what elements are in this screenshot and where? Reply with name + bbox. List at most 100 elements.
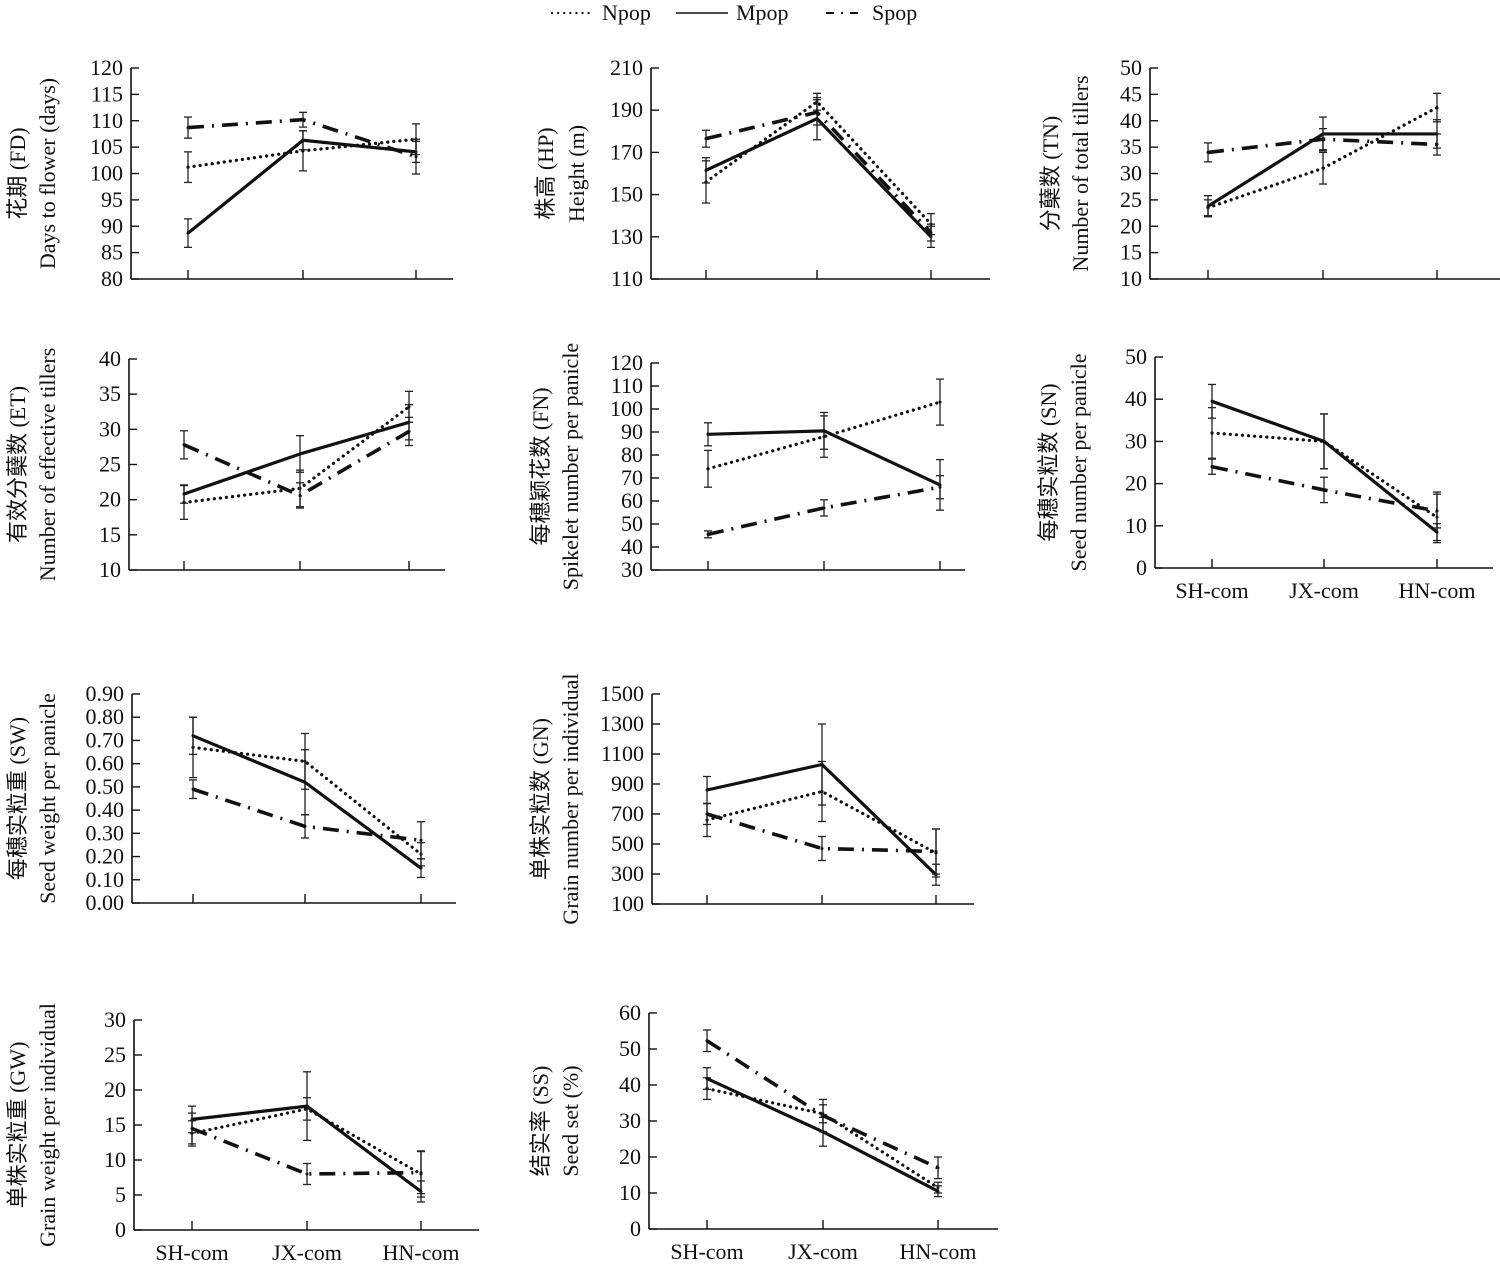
series-spop (704, 475, 944, 539)
data-point (186, 126, 190, 130)
y-tick-label: 210 (610, 55, 643, 80)
panel-gw: 0 5 10 15 20 25 30 SH-com JX-com HN-com 单株实粒重 (GW)… (5, 1003, 479, 1265)
y-tick-label: 95 (101, 187, 123, 212)
y-tick-label: 0.90 (86, 681, 125, 706)
y-tick-label: 30 (1120, 161, 1142, 186)
y-axis-title-en: Height (m) (564, 125, 589, 222)
y-tick-label: 300 (611, 861, 644, 886)
y-axis-title-cn: 株高 (HP) (533, 127, 558, 219)
y-tick-label: 35 (99, 381, 121, 406)
y-axis-title-cn: 花期 (FD) (5, 127, 30, 219)
y-tick-label: 20 (619, 1144, 641, 1169)
series-line (186, 138, 417, 235)
y-tick-label: 0.60 (86, 751, 125, 776)
series-line (707, 485, 941, 537)
y-tick-label: 0 (630, 1216, 641, 1241)
data-point (705, 1039, 709, 1043)
data-point (182, 492, 186, 496)
y-tick-label: 0.80 (86, 704, 125, 729)
legend-label: Mpop (736, 0, 789, 25)
data-point (301, 118, 305, 122)
y-tick-label: 70 (621, 465, 643, 490)
y-tick-label: 40 (1125, 386, 1147, 411)
y-tick-label: 10 (619, 1180, 641, 1205)
y-tick-label: 900 (611, 771, 644, 796)
legend-item-spop: Spop (826, 0, 917, 25)
y-tick-label: 1300 (600, 711, 644, 736)
y-tick-label: 115 (91, 81, 123, 106)
y-tick-label: 40 (1120, 108, 1142, 133)
series-line (706, 812, 937, 854)
y-tick-label: 120 (90, 55, 123, 80)
data-point (704, 137, 708, 141)
series-mpop (702, 96, 935, 249)
y-tick-label: 25 (104, 1042, 126, 1067)
y-tick-label: 20 (1120, 213, 1142, 238)
y-axis-title-en: Number of effective tillers (35, 348, 60, 582)
data-point (186, 231, 190, 235)
data-point (419, 1171, 423, 1175)
panel-ss: 0 10 20 30 40 50 60 SH-com JX-com HN-com 结实率 (SS) S… (528, 1000, 998, 1264)
series-mpop (703, 723, 940, 886)
y-tick-label: 20 (99, 487, 121, 512)
panel-sn: 0 10 20 30 40 50 SH-com JX-com HN-com 每穗实粒数 (SN) S… (1036, 344, 1493, 603)
series-line (183, 429, 410, 498)
y-tick-label: 40 (99, 346, 121, 371)
x-tick-label: SH-com (1175, 578, 1248, 603)
y-tick-label: 700 (611, 801, 644, 826)
x-tick-label: JX-com (272, 1240, 342, 1265)
y-axis-title-en: Days to flower (days) (35, 78, 60, 269)
y-axis-title-cn: 每穗颖花数 (FN) (528, 387, 553, 545)
y-tick-label: 0.50 (86, 774, 125, 799)
legend-item-mpop: Mpop (676, 0, 789, 25)
y-tick-label: 10 (1120, 266, 1142, 291)
data-point (303, 780, 307, 784)
y-tick-label: 40 (621, 534, 643, 559)
y-tick-label: 0 (1136, 555, 1147, 580)
data-point (305, 1172, 309, 1176)
data-point (821, 1114, 825, 1118)
data-point (822, 429, 826, 433)
y-tick-label: 80 (101, 266, 123, 291)
data-point (305, 1104, 309, 1108)
series-line (191, 1126, 422, 1176)
data-point (706, 467, 710, 471)
y-tick-label: 20 (104, 1077, 126, 1102)
y-tick-label: 15 (99, 522, 121, 547)
series-mpop (704, 411, 944, 511)
data-point (1435, 509, 1439, 513)
series-spop (1204, 128, 1441, 163)
y-tick-label: 110 (91, 108, 123, 133)
y-tick-label: 25 (99, 452, 121, 477)
data-point (706, 432, 710, 436)
y-tick-label: 50 (1125, 344, 1147, 369)
y-tick-label: 90 (621, 419, 643, 444)
y-tick-label: 150 (610, 182, 643, 207)
x-tick-label: SH-com (670, 1239, 743, 1264)
data-point (1435, 106, 1439, 110)
data-point (1435, 530, 1439, 534)
data-point (186, 165, 190, 169)
series-line (705, 117, 933, 238)
data-point (419, 866, 423, 870)
y-axis-title-en: Number of total tillers (1068, 75, 1093, 271)
data-point (929, 231, 933, 235)
series-line (706, 400, 942, 471)
legend: Npop Mpop Spop (550, 0, 917, 25)
data-point (407, 429, 411, 433)
y-tick-label: 5 (115, 1182, 126, 1207)
y-tick-label: 50 (1120, 55, 1142, 80)
data-point (938, 400, 942, 404)
x-tick-label: JX-com (1289, 578, 1359, 603)
data-point (1322, 439, 1326, 443)
data-point (820, 847, 824, 850)
y-tick-label: 25 (1120, 187, 1142, 212)
y-tick-label: 0 (115, 1217, 126, 1242)
data-point (1435, 142, 1439, 146)
series-mpop (184, 130, 420, 249)
y-tick-label: 90 (101, 213, 123, 238)
y-tick-label: 30 (104, 1007, 126, 1032)
data-point (414, 155, 418, 159)
